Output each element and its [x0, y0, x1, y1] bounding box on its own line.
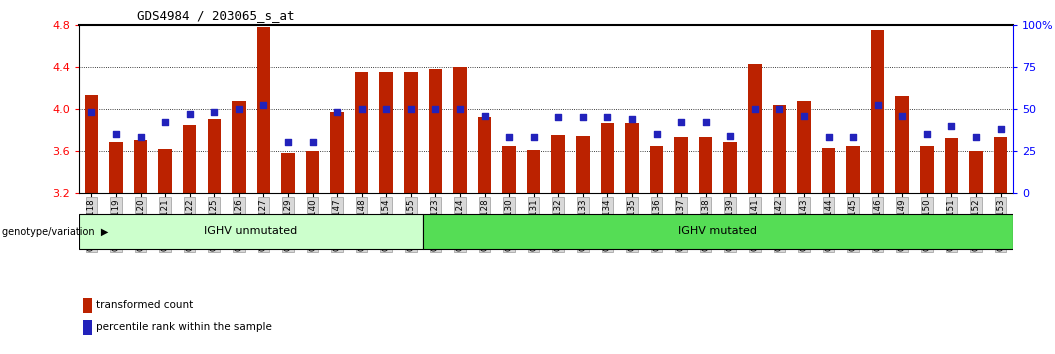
Point [525, 135, 542, 140]
Bar [380, 72, 394, 193]
Bar [183, 125, 196, 193]
Point [402, 106, 419, 112]
Bar [970, 151, 982, 193]
Point [550, 114, 567, 120]
Point [181, 111, 198, 117]
Bar [846, 145, 860, 193]
Bar [84, 95, 98, 193]
Bar [772, 105, 786, 193]
Point [795, 113, 812, 118]
Bar [798, 102, 810, 193]
Point [943, 123, 960, 129]
Point [697, 120, 714, 125]
Bar [576, 136, 590, 193]
Text: IGHV mutated: IGHV mutated [678, 226, 757, 236]
Bar [526, 150, 540, 193]
Bar [110, 143, 122, 193]
Bar [674, 137, 688, 193]
Bar [82, 298, 92, 313]
Bar [82, 320, 92, 335]
Bar [896, 96, 909, 193]
Point [599, 114, 616, 120]
Point [967, 135, 984, 140]
Point [452, 106, 468, 112]
Bar [478, 117, 492, 193]
Point [574, 114, 591, 120]
Bar [208, 119, 220, 193]
Point [918, 131, 935, 137]
Point [157, 120, 174, 125]
Point [746, 106, 763, 112]
Bar [920, 145, 934, 193]
Text: IGHV unmutated: IGHV unmutated [205, 226, 298, 236]
Text: GDS4984 / 203065_s_at: GDS4984 / 203065_s_at [137, 9, 294, 22]
Bar [134, 141, 148, 193]
Bar [404, 72, 418, 193]
Point [624, 116, 640, 122]
Point [353, 106, 370, 112]
Point [378, 106, 395, 112]
Point [722, 133, 738, 139]
Bar [748, 64, 762, 193]
Bar [994, 137, 1008, 193]
Bar [454, 67, 466, 193]
Bar [306, 151, 320, 193]
Point [108, 131, 124, 137]
Point [501, 135, 518, 140]
Point [206, 109, 223, 115]
Text: transformed count: transformed count [96, 300, 193, 310]
Point [280, 140, 296, 145]
FancyBboxPatch shape [423, 215, 1013, 249]
Bar [232, 102, 246, 193]
Point [673, 120, 690, 125]
Bar [626, 122, 638, 193]
Point [894, 113, 910, 118]
Bar [698, 137, 712, 193]
Point [427, 106, 444, 112]
Bar [428, 69, 442, 193]
Point [869, 103, 886, 108]
Point [132, 135, 149, 140]
FancyBboxPatch shape [79, 215, 423, 249]
Bar [600, 122, 614, 193]
Bar [724, 143, 737, 193]
Bar [256, 27, 270, 193]
Point [820, 135, 837, 140]
Bar [330, 112, 344, 193]
Bar [502, 145, 516, 193]
Bar [552, 135, 565, 193]
Text: genotype/variation  ▶: genotype/variation ▶ [2, 227, 109, 237]
Point [255, 103, 272, 108]
Bar [871, 30, 884, 193]
Point [845, 135, 862, 140]
Text: percentile rank within the sample: percentile rank within the sample [96, 322, 271, 332]
Bar [282, 153, 294, 193]
Point [771, 106, 788, 112]
Point [304, 140, 321, 145]
Point [230, 106, 247, 112]
Bar [944, 138, 958, 193]
Bar [354, 72, 368, 193]
Point [648, 131, 665, 137]
Point [329, 109, 346, 115]
Bar [822, 148, 836, 193]
Bar [650, 145, 664, 193]
Point [83, 109, 100, 115]
Bar [158, 149, 172, 193]
Point [992, 126, 1009, 132]
Point [476, 113, 493, 118]
